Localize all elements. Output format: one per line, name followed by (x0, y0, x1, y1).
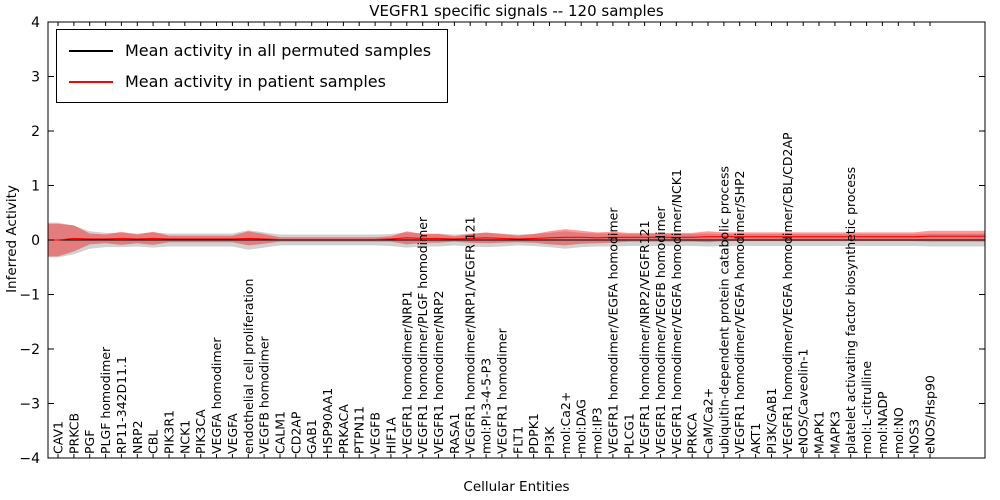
svg-text:VEGFA: VEGFA (225, 413, 240, 454)
svg-text:VEGFR1 homodimer/VEGFA homodim: VEGFR1 homodimer/VEGFA homodimer/CBL/CD2… (780, 132, 795, 454)
svg-text:VEGFR1 homodimer: VEGFR1 homodimer (494, 327, 509, 454)
svg-text:−4: −4 (19, 451, 40, 467)
svg-text:VEGFR1 homodimer/PLGF homodime: VEGFR1 homodimer/PLGF homodimer (415, 216, 430, 454)
svg-text:RASA1: RASA1 (447, 413, 462, 454)
x-axis-label: Cellular Entities (463, 479, 570, 495)
svg-text:MAPK3: MAPK3 (827, 411, 842, 454)
svg-text:PDPK1: PDPK1 (526, 413, 541, 454)
svg-text:mol:NADP: mol:NADP (875, 391, 890, 454)
svg-text:NCK1: NCK1 (177, 420, 192, 454)
svg-text:VEGFA homodimer: VEGFA homodimer (209, 337, 224, 454)
svg-text:eNOS/Hsp90: eNOS/Hsp90 (923, 375, 938, 454)
svg-text:mol:L-citrulline: mol:L-citrulline (859, 361, 874, 454)
svg-text:VEGFR1 homodimer/NRP2/VEGFR121: VEGFR1 homodimer/NRP2/VEGFR121 (637, 220, 652, 454)
svg-text:mol:DAG: mol:DAG (574, 399, 589, 454)
svg-text:CBL: CBL (146, 430, 161, 454)
svg-text:PRKCB: PRKCB (66, 413, 81, 454)
svg-text:PIK3R1: PIK3R1 (162, 410, 177, 454)
svg-text:VEGFR1 homodimer/VEGFA homodim: VEGFR1 homodimer/VEGFA homodimer (605, 207, 620, 454)
svg-text:3: 3 (31, 70, 40, 86)
svg-text:VEGFR1 homodimer/VEGFA homodim: VEGFR1 homodimer/VEGFA homodimer/SHP2 (732, 170, 747, 454)
svg-text:−1: −1 (19, 288, 40, 304)
svg-text:AKT1: AKT1 (748, 423, 763, 454)
legend-entry-patient: Mean activity in patient samples (69, 68, 431, 95)
svg-text:PLGF homodimer: PLGF homodimer (98, 346, 113, 454)
svg-text:mol:Ca2+: mol:Ca2+ (558, 392, 573, 454)
legend-entry-permuted: Mean activity in all permuted samples (69, 37, 431, 64)
svg-text:mol:PI-3-4-5-P3: mol:PI-3-4-5-P3 (479, 358, 494, 454)
svg-text:PGF: PGF (82, 430, 97, 454)
legend-line-patient-icon (69, 80, 113, 83)
y-axis-label: Inferred Activity (4, 185, 20, 293)
svg-text:1: 1 (31, 179, 40, 195)
svg-text:endothelial cell proliferation: endothelial cell proliferation (241, 279, 256, 454)
svg-text:PTPN11: PTPN11 (352, 406, 367, 454)
svg-text:VEGFR1 homodimer/NRP1: VEGFR1 homodimer/NRP1 (399, 291, 414, 454)
svg-text:VEGFR1 homodimer/NRP2: VEGFR1 homodimer/NRP2 (431, 291, 446, 454)
svg-text:platelet activating factor bio: platelet activating factor biosynthetic … (843, 167, 858, 454)
svg-text:GAB1: GAB1 (304, 419, 319, 454)
svg-text:eNOS/Caveolin-1: eNOS/Caveolin-1 (796, 349, 811, 454)
svg-text:VEGFR1 homodimer/VEGFB homodim: VEGFR1 homodimer/VEGFB homodimer (653, 206, 668, 454)
svg-text:VEGFR1 homodimer/VEGFA homodim: VEGFR1 homodimer/VEGFA homodimer/NCK1 (669, 169, 684, 454)
legend-label-permuted: Mean activity in all permuted samples (125, 41, 432, 60)
svg-text:0: 0 (31, 233, 40, 249)
svg-text:NOS3: NOS3 (907, 419, 922, 454)
svg-text:mol:NO: mol:NO (891, 407, 906, 454)
legend: Mean activity in all permuted samples Me… (56, 29, 449, 103)
svg-text:PRKCA: PRKCA (685, 413, 700, 454)
svg-text:NRP2: NRP2 (130, 420, 145, 454)
svg-text:−3: −3 (19, 397, 40, 413)
svg-text:PLCG1: PLCG1 (621, 413, 636, 454)
svg-text:VEGFR1 homodimer/NRP1/VEGFR 12: VEGFR1 homodimer/NRP1/VEGFR 121 (463, 216, 478, 454)
svg-text:VEGFB: VEGFB (368, 412, 383, 454)
svg-text:HIF1A: HIF1A (383, 417, 398, 454)
svg-text:MAPK1: MAPK1 (812, 411, 827, 454)
svg-text:FLT1: FLT1 (510, 426, 525, 454)
svg-text:mol:IP3: mol:IP3 (590, 407, 605, 454)
svg-text:CaM/Ca2+: CaM/Ca2+ (701, 388, 716, 454)
svg-text:4: 4 (31, 15, 40, 31)
svg-text:−2: −2 (19, 342, 40, 358)
svg-text:CD2AP: CD2AP (288, 411, 303, 454)
svg-text:RP11-342D11.1: RP11-342D11.1 (114, 356, 129, 454)
svg-text:PRKACA: PRKACA (336, 404, 351, 454)
svg-text:PIK3CA: PIK3CA (193, 409, 208, 454)
svg-text:CALM1: CALM1 (273, 411, 288, 454)
svg-text:CAV1: CAV1 (51, 421, 66, 454)
svg-text:HSP90AA1: HSP90AA1 (320, 388, 335, 454)
legend-label-patient: Mean activity in patient samples (125, 72, 386, 91)
svg-text:VEGFB homodimer: VEGFB homodimer (257, 335, 272, 454)
svg-text:PI3K/GAB1: PI3K/GAB1 (764, 388, 779, 454)
legend-line-permuted-icon (69, 49, 113, 52)
svg-text:2: 2 (31, 124, 40, 140)
svg-text:PI3K: PI3K (542, 426, 557, 454)
svg-text:ubiquitin-dependent protein ca: ubiquitin-dependent protein catabolic pr… (716, 166, 731, 454)
chart-title: VEGFR1 specific signals -- 120 samples (369, 2, 664, 20)
